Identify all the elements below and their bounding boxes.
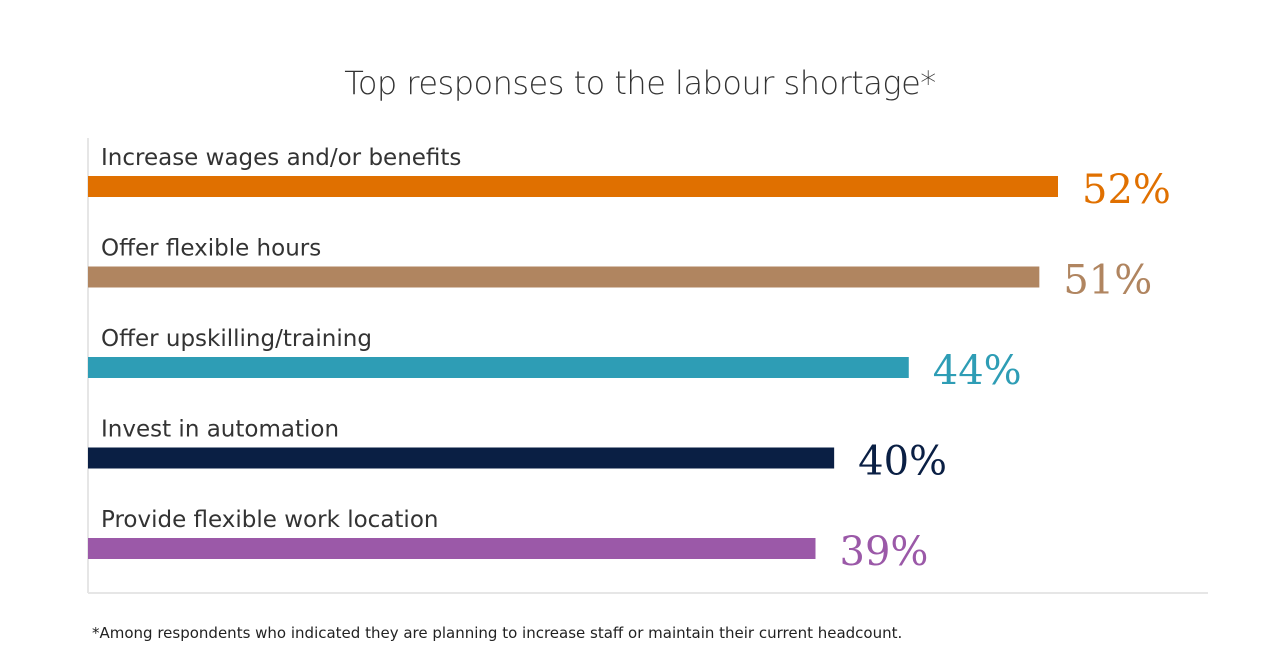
footnote: *Among respondents who indicated they ar… bbox=[92, 624, 903, 642]
category-label: Provide flexible work location bbox=[101, 507, 438, 533]
category-label: Invest in automation bbox=[101, 417, 339, 443]
value-label: 39% bbox=[840, 529, 929, 575]
bar bbox=[88, 447, 835, 469]
chart-title: Top responses to the labour shortage* bbox=[344, 64, 936, 102]
value-label: 44% bbox=[933, 348, 1022, 394]
bar-series: Increase wages and/or benefits 52% Offer f… bbox=[88, 145, 1171, 575]
value-label: 51% bbox=[1063, 258, 1152, 304]
category-label: Increase wages and/or benefits bbox=[101, 145, 461, 171]
bar bbox=[88, 266, 1040, 288]
bar bbox=[88, 357, 909, 378]
value-label: 52% bbox=[1082, 167, 1171, 213]
bar bbox=[88, 176, 1058, 197]
category-label: Offer upskilling/training bbox=[101, 326, 372, 352]
bar bbox=[88, 538, 816, 559]
value-label: 40% bbox=[858, 439, 947, 485]
category-label: Offer flexible hours bbox=[101, 236, 321, 262]
